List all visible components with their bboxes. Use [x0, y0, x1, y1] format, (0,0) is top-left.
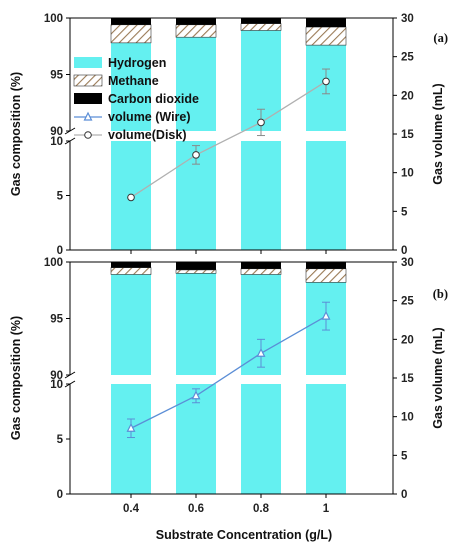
y2-tick-label: 0 [401, 245, 407, 257]
legend-swatch-methane [73, 74, 103, 87]
x-tick-label: 0.6 [188, 503, 204, 515]
bar-methane [110, 24, 152, 44]
y-tick-label: 0 [57, 245, 63, 257]
bar-hydrogen [176, 37, 216, 131]
y-tick-label: 100 [44, 13, 63, 25]
bar-carbon-dioxide [306, 18, 346, 28]
x-tick-label: 0.4 [123, 503, 140, 515]
y2-tick-label: 5 [401, 206, 408, 218]
series-line [130, 80, 327, 198]
bar-carbon-dioxide [241, 262, 281, 269]
y2-tick-label: 25 [401, 296, 414, 308]
y-axis-title: Gas composition (%) [9, 72, 23, 196]
bar-hydrogen-lower [241, 384, 281, 494]
bar-methane [305, 26, 347, 46]
y2-tick-label: 0 [401, 489, 407, 501]
legend-marker-triangle [83, 111, 93, 121]
panel-label: (b) [433, 287, 448, 301]
data-point [256, 347, 266, 357]
legend-swatch-co2 [74, 93, 102, 104]
data-point [126, 422, 136, 432]
legend-swatch-hydrogen [74, 57, 102, 68]
bar-hydrogen-lower [306, 384, 346, 494]
bar-carbon-dioxide [111, 18, 151, 25]
y2-tick-label: 10 [401, 168, 414, 180]
y-tick-label: 5 [57, 434, 64, 446]
bar-methane [240, 23, 282, 31]
data-point [322, 77, 330, 86]
y-tick-label: 5 [57, 191, 64, 203]
y-tick-label: 10 [50, 379, 63, 391]
y2-axis-title: Gas volume (mL) [431, 83, 445, 184]
series-line [130, 315, 327, 429]
bar-carbon-dioxide [176, 18, 216, 25]
bar-hydrogen-lower [241, 141, 281, 250]
bar-carbon-dioxide [306, 262, 346, 269]
bar-methane [110, 267, 152, 275]
bar-methane [305, 268, 347, 283]
bar-carbon-dioxide [111, 262, 151, 268]
y-axis-title: Gas composition (%) [9, 316, 23, 440]
bar-methane [175, 269, 217, 274]
legend-label: volume (Wire) [108, 110, 191, 124]
bar-carbon-dioxide [176, 262, 216, 270]
bar-hydrogen [111, 274, 151, 375]
y-tick-label: 90 [50, 126, 63, 138]
panel-label: (a) [433, 31, 448, 45]
legend-label: Carbon dioxide [108, 92, 199, 106]
y-tick-label: 100 [44, 257, 63, 269]
legend-label: Hydrogen [108, 56, 166, 70]
y2-tick-label: 20 [401, 334, 414, 346]
y2-tick-label: 15 [401, 129, 414, 141]
y-tick-label: 90 [50, 370, 63, 382]
legend: Hydrogen Methane Carbon dioxide volume (Wir… [73, 56, 199, 142]
y2-tick-label: 10 [401, 412, 414, 424]
bar-carbon-dioxide [241, 18, 281, 24]
y-tick-label: 95 [50, 314, 63, 326]
y2-tick-label: 30 [401, 13, 414, 25]
y-tick-label: 0 [57, 489, 63, 501]
y2-tick-label: 5 [401, 450, 408, 462]
legend-marker-circle [84, 131, 92, 139]
data-point [321, 310, 331, 320]
x-tick-label: 1 [323, 503, 330, 515]
y2-tick-label: 20 [401, 90, 414, 102]
x-tick-label: 0.8 [253, 503, 270, 515]
y2-tick-label: 30 [401, 257, 414, 269]
y-tick-label: 95 [50, 70, 63, 82]
bar-hydrogen [111, 42, 151, 131]
bar-methane [240, 268, 282, 275]
data-point [191, 390, 201, 400]
y2-axis-title: Gas volume (mL) [431, 327, 445, 428]
data-point [192, 151, 200, 159]
data-point [127, 193, 135, 202]
data-point [257, 118, 265, 127]
bar-hydrogen-lower [111, 384, 151, 494]
bar-hydrogen [176, 273, 216, 375]
y2-tick-label: 25 [401, 52, 414, 64]
legend-label: volume(Disk) [108, 128, 187, 142]
bar-hydrogen-lower [306, 141, 346, 250]
y2-tick-label: 15 [401, 373, 414, 385]
x-axis-title: Substrate Concentration (g/L) [156, 528, 332, 542]
bar-methane [175, 24, 217, 38]
legend-label: Methane [108, 74, 159, 88]
y-tick-label: 10 [50, 136, 63, 148]
